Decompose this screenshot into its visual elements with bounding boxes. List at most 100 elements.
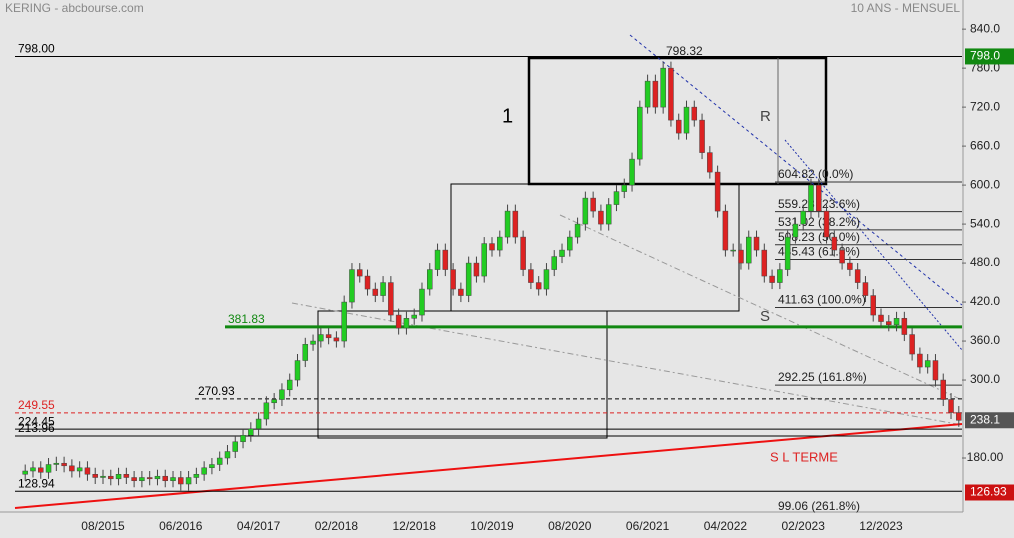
- level-label: 128.94: [18, 476, 55, 490]
- y-tick-label: 420.0: [970, 294, 1000, 308]
- price-badge-label: 126.93: [970, 485, 1007, 499]
- candle-body: [131, 477, 137, 482]
- candle-body: [598, 210, 604, 225]
- candle-body: [458, 288, 464, 296]
- candle-body: [909, 334, 915, 355]
- candle-body: [356, 269, 363, 277]
- x-tick-label: 06/2021: [626, 519, 670, 533]
- candle-body: [559, 249, 565, 257]
- annotation: 1: [502, 105, 513, 127]
- candle-body: [123, 474, 130, 478]
- candle-body: [248, 428, 254, 436]
- candle-body: [193, 474, 200, 478]
- y-tick-label: 300.0: [970, 372, 1000, 386]
- candle-body: [364, 275, 371, 290]
- candle-body: [504, 210, 511, 238]
- y-tick-label: 600.0: [970, 177, 1000, 191]
- x-tick-label: 02/2023: [782, 519, 826, 533]
- candle-body: [707, 152, 713, 173]
- candle-body: [543, 269, 550, 290]
- candle-body: [411, 314, 417, 319]
- annotation: S: [760, 308, 770, 325]
- candle-body: [442, 249, 449, 270]
- candle-body: [53, 462, 60, 465]
- candle-body: [419, 288, 425, 316]
- candle-body: [286, 379, 293, 391]
- candle-body: [380, 282, 386, 296]
- x-tick-label: 10/2019: [470, 519, 514, 533]
- candle-body: [45, 464, 52, 473]
- candle-body: [294, 360, 301, 381]
- candle-body: [574, 223, 581, 238]
- candle-body: [224, 451, 231, 459]
- y-tick-label: 840.0: [970, 21, 1000, 35]
- annotation: R: [760, 108, 771, 125]
- fib-label: 604.82 (0.0%): [778, 167, 853, 181]
- candle-body: [714, 171, 721, 212]
- x-tick-label: 04/2022: [704, 519, 748, 533]
- annotation: 798.32: [666, 44, 703, 58]
- candle-body: [652, 80, 659, 108]
- candle-body: [325, 334, 332, 339]
- candle-body: [613, 191, 620, 205]
- candle-body: [745, 236, 752, 264]
- candle-body: [139, 477, 145, 482]
- trend-line: [291, 302, 963, 426]
- level-label: 224.45: [18, 414, 55, 428]
- candle-body: [349, 269, 355, 303]
- price-badge: [965, 484, 1014, 501]
- drawings: [14, 34, 963, 509]
- candle-body: [92, 474, 98, 478]
- candle-body: [427, 269, 433, 290]
- candle-body: [232, 441, 239, 452]
- price-badge: [965, 48, 1014, 65]
- level-label: 249.55: [18, 398, 55, 412]
- x-tick-label: 08/2020: [548, 519, 592, 533]
- candle-body: [22, 470, 28, 475]
- candle-body: [38, 467, 44, 473]
- y-tick-label: 540.0: [970, 216, 1000, 230]
- candle-body: [279, 389, 285, 400]
- x-tick-label: 08/2015: [81, 519, 125, 533]
- candle-body: [699, 119, 705, 153]
- candle-body: [948, 399, 954, 413]
- candle-body: [255, 418, 262, 430]
- x-tick-label: 06/2016: [159, 519, 203, 533]
- candle-body: [341, 301, 347, 342]
- candle-body: [201, 467, 207, 475]
- candle-body: [582, 197, 589, 225]
- candle-body: [870, 295, 876, 316]
- candle-body: [434, 249, 441, 270]
- candle-body: [722, 210, 729, 251]
- candle-body: [605, 204, 612, 225]
- chart-title: KERING - abcbourse.com: [5, 1, 144, 15]
- candle-body: [831, 236, 838, 251]
- candle-body: [932, 360, 939, 381]
- price-badge: [965, 412, 1014, 429]
- candle-body: [917, 353, 923, 368]
- annotation: S L TERME: [770, 449, 838, 464]
- candle-body: [450, 269, 456, 290]
- candle-body: [590, 197, 596, 212]
- candle-body: [621, 184, 628, 192]
- x-tick-label: 04/2017: [237, 519, 281, 533]
- candle-body: [761, 249, 768, 277]
- candle-body: [940, 379, 946, 400]
- candle-body: [489, 243, 495, 251]
- candle-body: [178, 477, 184, 485]
- candle-body: [862, 282, 869, 296]
- candle-body: [216, 457, 223, 465]
- candle-body: [108, 475, 114, 480]
- candle-body: [753, 236, 760, 251]
- y-tick-label: 720.0: [970, 99, 1000, 113]
- candle-body: [800, 210, 806, 225]
- candle-body: [465, 262, 472, 296]
- candle-body: [777, 269, 783, 283]
- candle-body: [318, 334, 324, 342]
- candle-body: [84, 467, 91, 475]
- candle-body: [878, 314, 884, 322]
- candle-body: [271, 399, 277, 404]
- level-label: 381.83: [228, 312, 265, 326]
